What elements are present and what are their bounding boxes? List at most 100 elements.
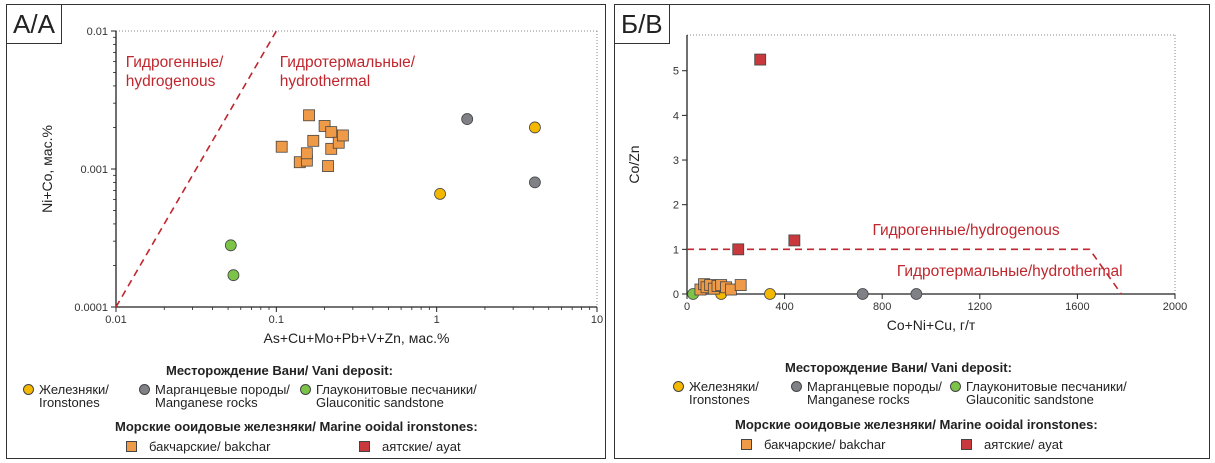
- chart-b-point-ayat: [754, 53, 767, 66]
- legend-item-ironstones-a: Железняки/Ironstones: [23, 383, 109, 409]
- legend-label: Manganese rocks: [155, 395, 258, 410]
- legend-label: аятские/ ayat: [382, 439, 461, 454]
- legend-label: бакчарские/ bakchar: [149, 439, 271, 454]
- chart-b-point-ayat: [788, 234, 801, 247]
- chart-b-x-tick-label: 800: [873, 301, 891, 313]
- chart-b-y-axis-title: Co/Zn: [626, 145, 642, 183]
- chart-a-x-tick-label: 10: [591, 314, 603, 326]
- legend-label: Ironstones: [39, 395, 100, 410]
- legend-label: аятские/ ayat: [984, 437, 1063, 452]
- legend-item-glauconitic-a: Глауконитовые песчаники/Glauconitic sand…: [300, 383, 477, 409]
- legend-label: Марганцевые породы/: [155, 382, 290, 397]
- legend-circle-manganese-icon: [139, 384, 150, 395]
- legend-item-glauconitic-b: Глауконитовые песчаники/Glauconitic sand…: [950, 380, 1127, 406]
- chart-a-point-manganese: [461, 113, 474, 125]
- legend-circle-ironstones-icon: [673, 381, 684, 392]
- chart-b-point-ayat: [732, 243, 745, 256]
- chart-b-y-tick-label: 2: [673, 200, 679, 212]
- legend-item-manganese-b: Марганцевые породы/Manganese rocks: [791, 380, 942, 406]
- chart-b-y-tick-label: 0: [673, 289, 679, 301]
- chart-a-point-bakchar: [325, 142, 338, 155]
- legend-label: Glauconitic sandstone: [966, 392, 1094, 407]
- chart-a-region-label-1-line2: hydrogenous: [126, 73, 216, 90]
- legend-square-ayat-icon: [359, 441, 370, 452]
- chart-a-y-tick-label: 0.01: [87, 26, 108, 38]
- legend-label: Manganese rocks: [807, 392, 910, 407]
- legend-label: Глауконитовые песчаники/: [316, 382, 477, 397]
- chart-b-plot: 0 400 800 1200 1600 2000 0 1 2 3 4 5 Co+Ni+Cu, г/т Co…: [626, 34, 1187, 333]
- legend-marine-title-b: Морские ооидовые железняки/ Marine ooida…: [735, 417, 1098, 432]
- chart-b-y-tick-label: 4: [673, 110, 679, 122]
- chart-a-region-label-1: Гидрогенные/: [126, 54, 224, 71]
- panel-label-b: Б/В: [615, 5, 670, 44]
- chart-a-point-glauconitic: [224, 239, 237, 252]
- chart-a-point-bakchar: [275, 140, 288, 153]
- legend-item-ironstones-b: Железняки/Ironstones: [673, 380, 759, 406]
- chart-b-x-tick-label: 400: [775, 301, 793, 313]
- chart-b-region-label-2: Гидротермальные/hydrothermal: [897, 263, 1123, 280]
- chart-b-region-label-1: Гидрогенные/hydrogenous: [872, 222, 1059, 239]
- chart-b-point-manganese: [856, 288, 869, 300]
- chart-a-point-bakchar: [303, 109, 315, 122]
- chart-b-y-tick-label: 1: [673, 244, 679, 256]
- chart-b-point-manganese: [910, 288, 923, 300]
- chart-a-point-ironstones: [529, 121, 541, 134]
- chart-a-y-axis-title: Ni+Co, мас.%: [39, 125, 55, 213]
- chart-b-y-tick-label: 5: [673, 66, 679, 78]
- legend-square-bakchar-icon: [741, 439, 752, 450]
- chart-a-plot: 0.01 0.1 1 10 0.0001 0.001 0.01 As+Cu+Mo+Pb+V+Z…: [39, 26, 603, 346]
- legend-square-ayat-icon: [961, 439, 972, 450]
- chart-panel-a: 0.01 0.1 1 10 0.0001 0.001 0.01 As+Cu+Mo+Pb+V+Z…: [6, 4, 606, 459]
- chart-a-x-tick-label: 0.1: [269, 314, 284, 326]
- legend-item-bakchar-b: бакчарские/ bakchar: [741, 438, 885, 451]
- chart-a-y-tick-label: 0.001: [80, 164, 108, 176]
- chart-b-y-tick-label: 3: [673, 155, 679, 167]
- chart-b-boundary-line: [687, 248, 1122, 295]
- chart-b-point-bakchar: [734, 279, 747, 291]
- legend-label: бакчарские/ bakchar: [764, 437, 886, 452]
- legend-label: Марганцевые породы/: [807, 379, 942, 394]
- chart-a-y-tick-label: 0.0001: [74, 302, 108, 314]
- chart-a-boundary-line: [115, 30, 278, 308]
- chart-a-x-tick-label: 1: [434, 314, 440, 326]
- legend-label: Железняки/: [689, 379, 759, 394]
- legend-item-bakchar-a: бакчарские/ bakchar: [126, 440, 270, 453]
- chart-b-point-ironstones: [764, 288, 776, 300]
- chart-a-x-tick-label: 0.01: [105, 314, 126, 326]
- chart-a-point-bakchar: [322, 160, 334, 172]
- chart-b-x-tick-label: 1200: [968, 301, 992, 313]
- legend-circle-glauconitic-icon: [950, 381, 961, 392]
- legend-label: Глауконитовые песчаники/: [966, 379, 1127, 394]
- legend-label: Железняки/: [39, 382, 109, 397]
- legend-item-ayat-b: аятские/ ayat: [961, 438, 1063, 451]
- legend-label: Glauconitic sandstone: [316, 395, 444, 410]
- chart-a-x-axis-title: As+Cu+Mo+Pb+V+Zn, мас.%: [264, 330, 450, 346]
- chart-a-point-manganese: [529, 176, 541, 189]
- chart-b-x-axis-title: Co+Ni+Cu, г/т: [887, 317, 976, 333]
- chart-a-point-bakchar: [325, 126, 338, 139]
- legend-item-manganese-a: Марганцевые породы/Manganese rocks: [139, 383, 290, 409]
- legend-square-bakchar-icon: [126, 441, 137, 452]
- chart-a-point-ironstones: [434, 188, 446, 200]
- chart-a-point-bakchar: [336, 129, 349, 142]
- legend-circle-glauconitic-icon: [300, 384, 311, 395]
- chart-b-x-tick-label: 2000: [1163, 301, 1187, 313]
- chart-panel-b: 0 400 800 1200 1600 2000 0 1 2 3 4 5 Co+Ni+Cu, г/т Co…: [614, 4, 1210, 459]
- chart-b-point-bakchar: [725, 283, 737, 296]
- chart-a-region-label-2: Гидротермальные/: [280, 54, 416, 71]
- chart-a-point-bakchar: [307, 134, 320, 147]
- legend-item-ayat-a: аятские/ ayat: [359, 440, 461, 453]
- legend-deposit-title-a: Месторождение Вани/ Vani deposit:: [166, 363, 393, 378]
- legend-circle-manganese-icon: [791, 381, 802, 392]
- chart-a-point-glauconitic: [227, 269, 240, 282]
- legend-circle-ironstones-icon: [23, 384, 34, 395]
- panel-label-a: А/А: [7, 5, 62, 44]
- legend-label: Ironstones: [689, 392, 750, 407]
- chart-b-x-tick-label: 0: [684, 301, 690, 313]
- chart-a-point-bakchar: [300, 147, 313, 160]
- legend-deposit-title-b: Месторождение Вани/ Vani deposit:: [785, 360, 1012, 375]
- chart-b-x-tick-label: 1600: [1065, 301, 1089, 313]
- chart-a-region-label-2-line2: hydrothermal: [280, 73, 370, 90]
- legend-marine-title-a: Морские ооидовые железняки/ Marine ooida…: [115, 419, 478, 434]
- chart-a-point-bakchar: [318, 120, 331, 132]
